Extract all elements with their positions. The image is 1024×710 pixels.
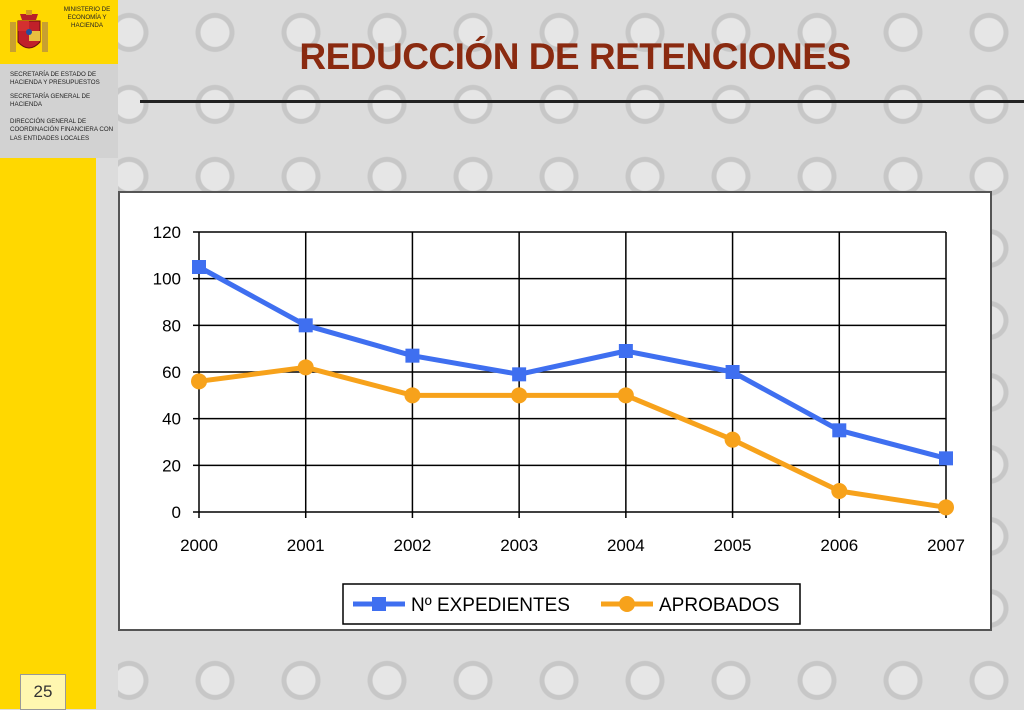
x-tick-label: 2003 bbox=[500, 536, 538, 555]
legend-label: APROBADOS bbox=[659, 595, 779, 616]
series-line-2 bbox=[198, 364, 947, 510]
data-point-circle bbox=[297, 359, 314, 376]
x-tick-label: 2007 bbox=[927, 536, 965, 555]
data-point-circle bbox=[404, 387, 421, 404]
legend-box bbox=[342, 583, 801, 625]
data-point-square bbox=[512, 367, 527, 382]
data-point-square bbox=[298, 318, 313, 333]
x-tick-label: 2004 bbox=[607, 536, 645, 555]
data-point-square bbox=[832, 423, 847, 438]
slide-title: REDUCCIÓN DE RETENCIONES bbox=[299, 36, 851, 77]
x-tick-label: 2006 bbox=[820, 536, 858, 555]
x-tick-label: 2000 bbox=[180, 536, 218, 555]
series-line-1 bbox=[197, 264, 947, 461]
sidebar-divider bbox=[96, 158, 118, 709]
chart-container: 0 20 40 60 80 100 120 2000 2001 2002 2003 2004 2005 2… bbox=[118, 191, 992, 631]
secretariat-estado: SECRETARÍA DE ESTADO DE HACIENDA Y PRESU… bbox=[10, 71, 100, 87]
legend-swatch-marker bbox=[372, 597, 386, 611]
data-point-circle bbox=[831, 483, 848, 499]
data-point-circle bbox=[511, 387, 528, 404]
secretariat-general: SECRETARÍA GENERAL DE HACIENDA bbox=[10, 93, 91, 109]
y-tick-label: 80 bbox=[162, 316, 181, 335]
data-point-square bbox=[192, 260, 206, 274]
data-point-circle bbox=[617, 387, 634, 404]
y-tick-label: 20 bbox=[162, 456, 181, 475]
data-point-circle bbox=[191, 373, 207, 390]
x-tick-label: 2005 bbox=[714, 536, 752, 555]
direccion-general: DIRECCIÓN GENERAL DE COORDINACIÓN FINANC… bbox=[10, 118, 114, 142]
y-tick-label: 60 bbox=[162, 363, 181, 382]
page-number: 25 bbox=[20, 674, 66, 710]
data-point-circle bbox=[938, 499, 954, 516]
data-point-square bbox=[405, 348, 420, 363]
ministry-name: MINISTERIO DE ECONOMÍA Y HACIENDA bbox=[63, 6, 111, 29]
legend-swatch-marker bbox=[619, 596, 635, 612]
y-tick-label: 100 bbox=[153, 270, 181, 289]
data-point-circle bbox=[724, 431, 741, 448]
x-tick-label: 2001 bbox=[287, 536, 325, 555]
line-chart: 0 20 40 60 80 100 120 2000 2001 2002 2003 2004 2005 2… bbox=[153, 223, 965, 625]
y-tick-label: 40 bbox=[162, 410, 181, 429]
data-point-square bbox=[939, 451, 953, 466]
title-underline bbox=[140, 100, 1024, 103]
coat-of-arms-icon bbox=[10, 10, 48, 52]
y-tick-label: 0 bbox=[172, 503, 181, 522]
y-tick-label: 120 bbox=[153, 223, 181, 242]
data-point-square bbox=[618, 344, 633, 358]
legend-label: Nº EXPEDIENTES bbox=[411, 595, 570, 616]
sidebar-secretariat-block bbox=[0, 64, 118, 158]
sidebar: MINISTERIO DE ECONOMÍA Y HACIENDA SECRET… bbox=[0, 0, 118, 710]
data-point-square bbox=[725, 365, 740, 379]
x-tick-label: 2002 bbox=[394, 536, 432, 555]
